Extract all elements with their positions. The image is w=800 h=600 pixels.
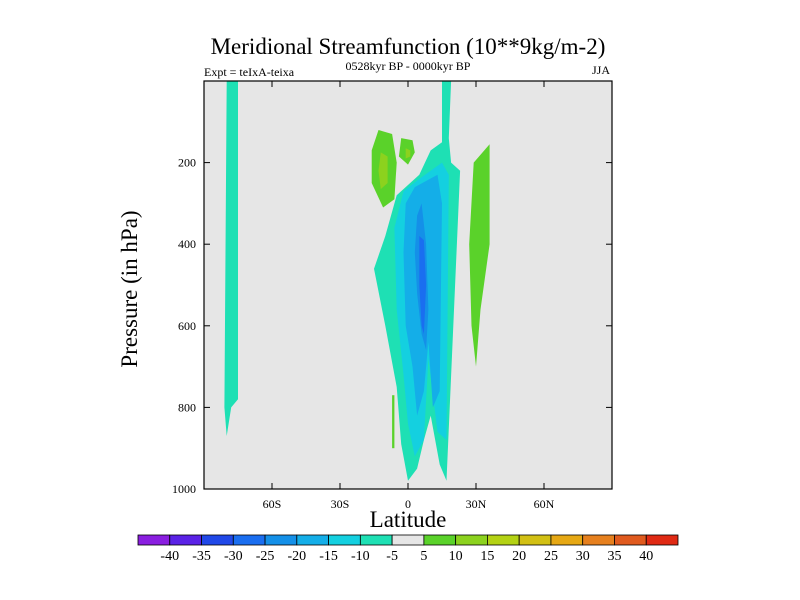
chart-subtitle-center: 0528kyr BP - 0000kyr BP: [346, 59, 471, 73]
colorbar: -40 -35 -30 -25 -20 -15 -10 -5 5 10 15 20 25 30 35 40: [137, 534, 679, 564]
colorbar-label: -20: [287, 549, 306, 564]
contour-region-6: [419, 236, 427, 334]
x-tick-label: 0: [405, 497, 411, 511]
colorbar-label: 5: [420, 549, 427, 564]
x-tick-label: 60S: [263, 497, 282, 511]
colorbar-swatch: [487, 534, 520, 546]
colorbar-swatch: [518, 534, 552, 546]
colorbar-swatch: [423, 534, 457, 546]
colorbar-swatch: [169, 534, 202, 546]
chart-subtitle-left: Expt = teIxA-teixa: [204, 65, 295, 79]
y-tick-label: 600: [178, 319, 196, 333]
colorbar-label: -35: [192, 549, 211, 564]
contour-region-11: [469, 144, 490, 367]
x-tick-label: 60N: [534, 497, 555, 511]
colorbar-label: -30: [224, 549, 243, 564]
colorbar-label: -5: [386, 549, 398, 564]
colorbar-label: -25: [256, 549, 275, 564]
colorbar-swatch: [550, 534, 584, 546]
colorbar-label: 35: [607, 549, 621, 564]
y-tick-label: 200: [178, 156, 196, 170]
colorbar-swatch: [296, 534, 329, 546]
colorbar-swatch: [455, 534, 488, 546]
colorbar-label: -40: [160, 549, 179, 564]
colorbar-swatch: [391, 534, 425, 546]
colorbar-swatch: [137, 534, 171, 546]
contour-region-12: [392, 395, 395, 449]
colorbar-label: -15: [319, 549, 338, 564]
x-tick-label: 30S: [331, 497, 350, 511]
y-tick-label: 400: [178, 237, 196, 251]
y-tick-label: 800: [178, 400, 196, 414]
y-tick-label: 1000: [172, 482, 196, 496]
colorbar-swatch: [328, 534, 361, 546]
x-tick-label: 30N: [466, 497, 487, 511]
y-axis-label: Pressure (in hPa): [117, 210, 142, 367]
colorbar-swatch: [264, 534, 298, 546]
contour-region-8: [378, 152, 388, 190]
colorbar-swatch: [232, 534, 266, 546]
colorbar-swatch: [645, 534, 679, 546]
colorbar-label: -10: [351, 549, 370, 564]
colorbar-label: 20: [512, 549, 526, 564]
colorbar-label: 30: [576, 549, 590, 564]
contour-region-10: [405, 148, 411, 159]
chart-subtitle-right: JJA: [592, 63, 610, 77]
colorbar-label: 10: [449, 549, 463, 564]
colorbar-swatch: [582, 534, 615, 546]
chart-title: Meridional Streamfunction (10**9kg/m-2): [211, 34, 606, 59]
colorbar-swatch: [614, 534, 647, 546]
contour-region-1: [224, 81, 238, 436]
colorbar-label: 15: [480, 549, 494, 564]
colorbar-label: 25: [544, 549, 558, 564]
colorbar-label: 40: [639, 549, 653, 564]
colorbar-swatch: [201, 534, 234, 546]
x-axis-label: Latitude: [370, 507, 447, 532]
colorbar-swatch: [359, 534, 393, 546]
